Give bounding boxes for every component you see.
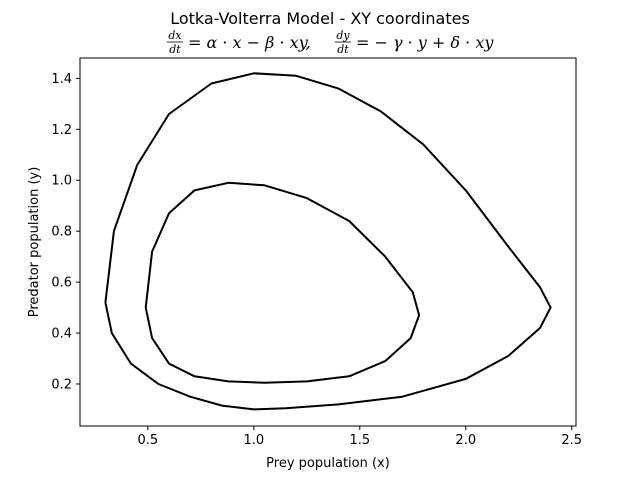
y-tick-label: 0.8	[51, 225, 72, 240]
y-tick-label: 1.4	[51, 72, 72, 87]
eq2-lhs-num: dy	[336, 29, 350, 42]
eq1-lhs-den: dt	[169, 43, 181, 56]
eq1-lhs-num: dx	[168, 29, 182, 42]
eq2-rhs: = − γ · y + δ · xy	[356, 33, 494, 52]
y-tick-label: 0.2	[51, 377, 72, 392]
y-tick-label: 1.0	[51, 174, 72, 189]
y-axis: 0.2 0.4 0.6 0.8 1.0 1.2 1.4	[51, 72, 80, 392]
eq1-rhs: = α · x − β · xy,	[188, 33, 311, 52]
y-tick-label: 1.2	[51, 123, 72, 138]
series-line-1	[104, 72, 552, 411]
x-tick-label: 1.0	[243, 433, 264, 448]
series-line-2	[144, 181, 421, 384]
eq2-lhs-den: dt	[337, 43, 349, 56]
x-tick-label: 0.5	[137, 433, 158, 448]
chart-title: Lotka-Volterra Model - XY coordinates	[170, 9, 470, 28]
x-tick-label: 1.5	[349, 433, 370, 448]
y-tick-label: 0.4	[51, 327, 72, 342]
x-axis-label: Prey population (x)	[266, 456, 390, 471]
y-tick-label: 0.6	[51, 276, 72, 291]
plot-area	[104, 72, 552, 411]
chart-subtitle: dx dt = α · x − β · xy, dy dt = − γ · y …	[167, 29, 494, 56]
x-tick-label: 2.5	[561, 433, 582, 448]
x-tick-label: 2.0	[455, 433, 476, 448]
plot-frame	[79, 57, 577, 427]
y-axis-label: Predator population (y)	[27, 167, 42, 318]
x-axis: 0.5 1.0 1.5 2.0 2.5	[137, 426, 582, 448]
